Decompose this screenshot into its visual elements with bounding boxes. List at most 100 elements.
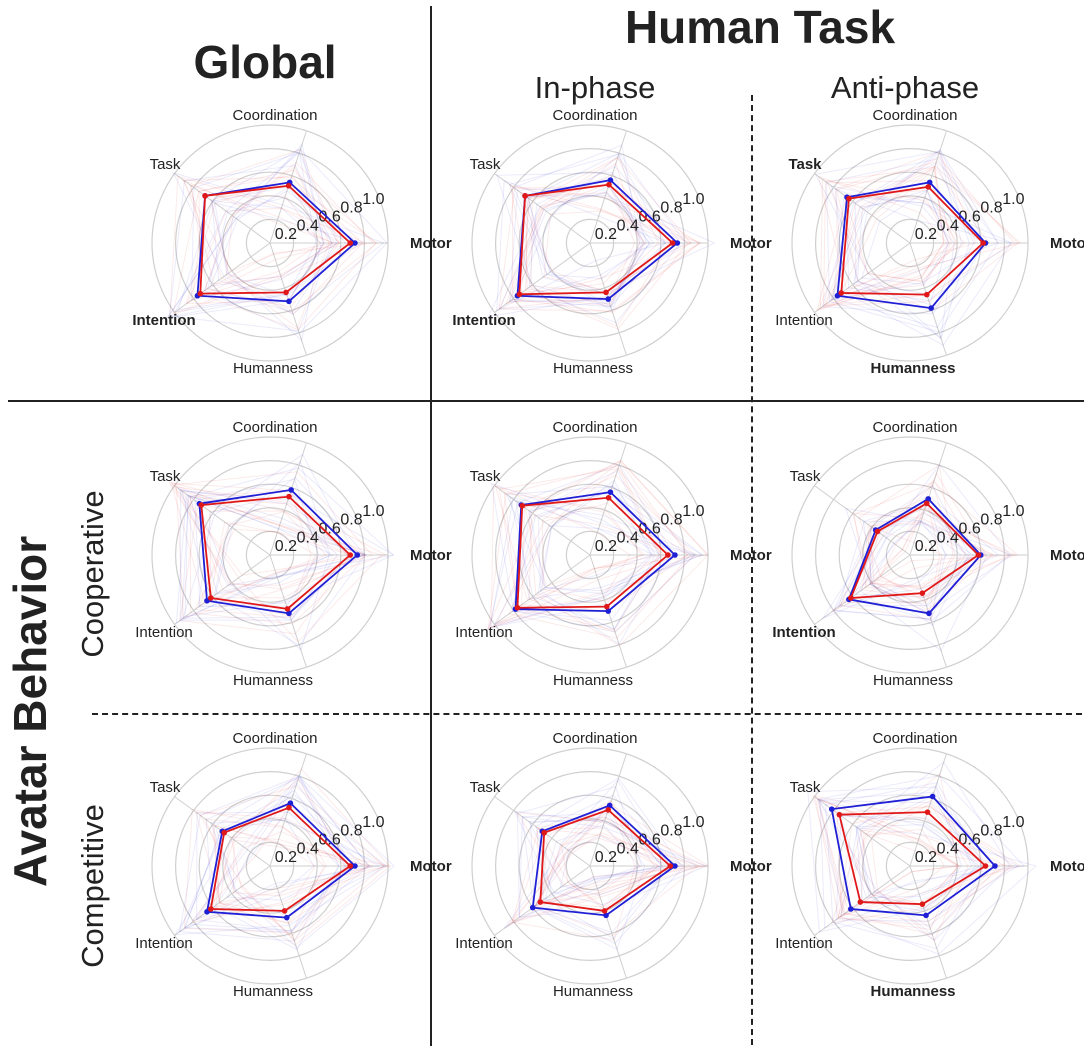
radar-participant-trace	[839, 168, 953, 294]
radar-point	[529, 904, 536, 911]
radar-point	[288, 487, 294, 493]
radar-point	[838, 290, 845, 296]
radar-point	[607, 489, 614, 495]
radar-participant-trace	[194, 528, 351, 618]
radar-participant-trace	[230, 778, 349, 941]
radar-participant-trace	[846, 196, 1013, 302]
radar-participant-trace	[537, 827, 660, 907]
radar-participant-trace	[837, 805, 1014, 926]
radar-point	[283, 914, 290, 921]
radar-participant-trace	[844, 189, 958, 282]
radar-series-line	[205, 802, 357, 919]
radar-participant-trace	[817, 798, 985, 895]
radar-series-line	[198, 488, 359, 615]
radar-participant-trace	[213, 476, 366, 646]
radar-participant-trace	[195, 811, 373, 903]
radar-series-line	[514, 491, 677, 613]
radar-svg: 0.20.40.60.81.0MotorCoordinationTaskInte…	[452, 107, 771, 377]
radar-tick-label: 0.4	[297, 217, 319, 234]
radar-participant-trace	[534, 811, 699, 937]
radar-axis-label: Coordination	[232, 419, 317, 436]
radar-participant-trace	[836, 772, 959, 920]
radar-series-line	[840, 185, 985, 296]
radar-spoke	[909, 865, 947, 979]
radar-svg: 0.20.40.60.81.0MotorCoordinationTaskInte…	[772, 419, 1084, 689]
radar-participant-trace	[831, 799, 988, 924]
radar-point	[347, 863, 354, 869]
radar-participant-trace	[215, 800, 327, 925]
radar-panel-cooperative-anti-phase: 0.20.40.60.81.0 Motor Coordination Task Inte…	[730, 407, 1084, 717]
radar-svg: 0.20.40.60.81.0MotorCoordinationTaskInte…	[775, 107, 1084, 377]
radar-tick-label: 0.4	[617, 529, 639, 546]
radar-participant-trace	[821, 162, 975, 315]
radar-series-line	[849, 502, 980, 599]
radar-axis-label: Coordination	[232, 107, 317, 124]
radar-participant-trace	[490, 482, 696, 633]
radar-axis-label: Motor	[1050, 235, 1084, 252]
radar-point	[286, 804, 292, 811]
radar-participant-trace	[512, 470, 660, 621]
radar-participant-trace	[844, 483, 956, 604]
radar-axis-label: Humanness	[553, 983, 633, 1000]
radar-point	[284, 606, 291, 612]
radar-participant-trace	[511, 154, 666, 308]
radar-participant-trace	[869, 485, 971, 615]
radar-participant-trace	[505, 157, 692, 305]
radar-tick-label: 1.0	[682, 814, 704, 831]
radar-tick-label: 1.0	[1002, 191, 1024, 208]
radar-tick-label: 0.8	[980, 823, 1002, 840]
radar-participant-trace	[178, 796, 364, 933]
radar-point	[924, 809, 931, 815]
radar-participant-trace	[521, 496, 689, 612]
radar-participant-trace	[194, 478, 319, 607]
radar-point	[669, 240, 676, 246]
radar-point	[601, 908, 608, 914]
radar-tick-label: 0.8	[980, 200, 1002, 217]
vertical-dashed-divider	[751, 95, 753, 1045]
radar-tick-label: 0.2	[595, 538, 617, 555]
radar-tick-label: 1.0	[1002, 503, 1024, 520]
radar-panel-global-anti-phase: 0.20.40.60.81.0 Motor Coordination Task Inte…	[730, 95, 1084, 405]
radar-axis-label: Intention	[775, 935, 833, 952]
radar-svg: 0.20.40.60.81.0MotorCoordinationTaskInte…	[135, 730, 452, 1000]
radar-point	[665, 552, 671, 558]
radar-participant-trace	[819, 800, 986, 929]
horizontal-dashed-divider	[92, 713, 1082, 715]
radar-tick-label: 0.8	[660, 823, 682, 840]
radar-participant-trace	[182, 453, 356, 619]
vertical-divider	[430, 6, 432, 1046]
radar-spoke	[494, 173, 591, 244]
radar-point	[982, 863, 989, 869]
radar-participant-trace	[869, 521, 994, 611]
radar-axis-label: Motor	[410, 858, 452, 875]
radar-participant-trace	[559, 804, 664, 889]
radar-point	[352, 863, 358, 869]
header-in-phase: In-phase	[534, 70, 656, 105]
radar-point	[605, 296, 612, 302]
radar-panel-global-in-phase: 0.2 0.4 0.6 0.8 1.0 Motor Coordination Task Inte…	[410, 95, 771, 405]
radar-participant-trace	[183, 818, 315, 929]
radar-axis-label: Coordination	[232, 730, 317, 747]
radar-tick-label: 0.2	[275, 538, 297, 555]
radar-point	[980, 240, 986, 246]
radar-axis-label: Task	[790, 779, 821, 796]
radar-participant-trace	[198, 511, 328, 608]
radar-tick-label: 0.8	[660, 200, 682, 217]
radar-participant-trace	[487, 465, 662, 630]
radar-point	[857, 899, 864, 905]
radar-spoke	[269, 865, 307, 979]
radar-participant-trace	[535, 777, 683, 895]
radar-participant-trace	[171, 483, 366, 576]
radar-panel-competitive-anti-phase: 0.20.40.60.81.0MotorCoordinationTaskInte…	[730, 718, 1084, 1028]
radar-point	[923, 912, 929, 919]
radar-participant-trace	[168, 164, 333, 332]
radar-series-line	[531, 804, 677, 917]
radar-participant-trace	[864, 479, 978, 589]
radar-axis-label: Task	[150, 156, 181, 173]
radar-panel-competitive-in-phase: 0.2 0.4 0.6 0.8 1.0 Motor Coordination Task Inte…	[410, 718, 772, 1028]
radar-participant-trace	[836, 806, 1022, 917]
radar-participant-trace	[508, 183, 636, 303]
radar-axis-label: Intention	[775, 312, 833, 329]
radar-participant-trace	[172, 174, 340, 315]
radar-point	[926, 179, 933, 186]
